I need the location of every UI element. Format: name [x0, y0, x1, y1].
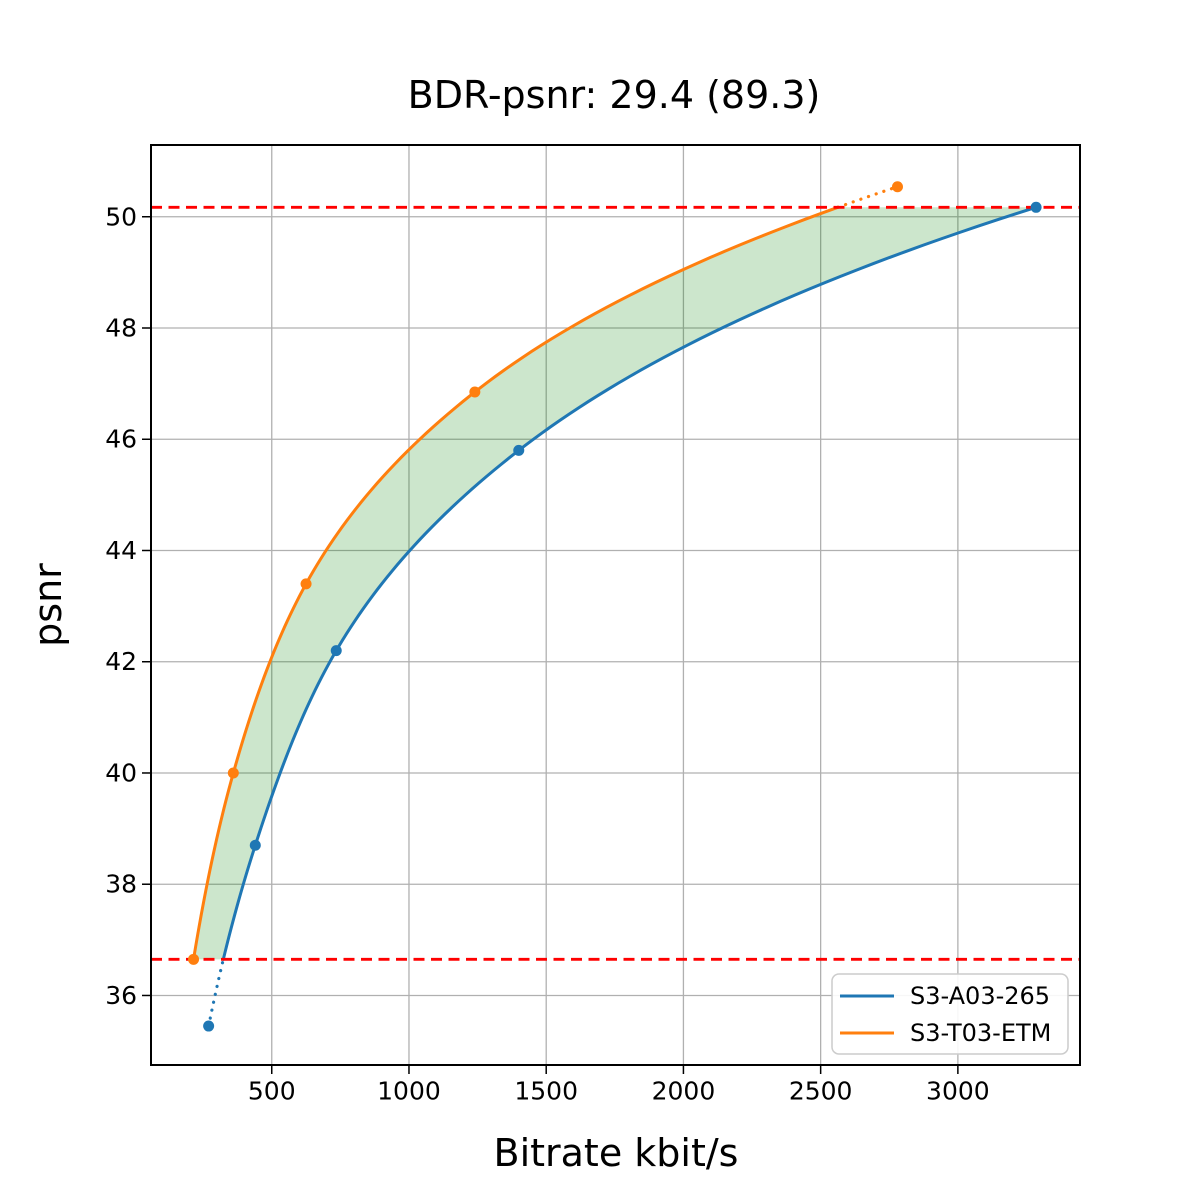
marker-s3-t03-etm-0 — [188, 953, 200, 965]
x-tick-label-3000: 3000 — [926, 1077, 990, 1106]
legend-label-s3-t03-etm: S3-T03-ETM — [910, 1019, 1051, 1047]
marker-layer — [188, 181, 1042, 1032]
bd-gap-fill — [193, 207, 1037, 960]
y-tick-label-44: 44 — [105, 536, 137, 565]
legend: S3-A03-265 S3-T03-ETM — [831, 973, 1069, 1055]
y-tick-label-50: 50 — [105, 202, 137, 231]
marker-s3-a03-265-3 — [513, 444, 525, 456]
tick-layer: 500 1000 1500 2000 2500 3000 36 38 40 42 44 46 48 50 — [105, 202, 989, 1105]
marker-s3-t03-etm-3 — [469, 386, 481, 398]
y-tick-label-36: 36 — [105, 981, 137, 1010]
bd-gap-fill-layer — [193, 207, 1037, 960]
marker-s3-a03-265-0 — [203, 1020, 215, 1032]
x-axis-label: Bitrate kbit/s — [494, 1131, 739, 1175]
x-tick-label-2500: 2500 — [789, 1077, 853, 1106]
marker-s3-a03-265-4 — [1030, 201, 1042, 213]
marker-s3-t03-etm-2 — [300, 578, 312, 590]
legend-label-s3-a03-265: S3-A03-265 — [910, 982, 1050, 1010]
marker-s3-a03-265-1 — [249, 839, 261, 851]
marker-s3-a03-265-2 — [330, 645, 342, 657]
curve-dotted-s3-a03-265 — [207, 957, 225, 1028]
chart-title: BDR-psnr: 29.4 (89.3) — [408, 73, 821, 117]
curve-solid-s3-a03-265 — [221, 205, 1038, 961]
y-tick-label-42: 42 — [105, 647, 137, 676]
y-tick-label-38: 38 — [105, 870, 137, 899]
y-tick-label-46: 46 — [105, 425, 137, 454]
y-tick-label-48: 48 — [105, 313, 137, 342]
marker-s3-t03-etm-4 — [891, 181, 903, 193]
y-tick-label-40: 40 — [105, 758, 137, 787]
y-axis-label: psnr — [26, 563, 70, 647]
x-tick-label-2000: 2000 — [652, 1077, 716, 1106]
x-tick-label-1500: 1500 — [514, 1077, 578, 1106]
x-tick-label-1000: 1000 — [377, 1077, 441, 1106]
overlap-reference-lines — [151, 205, 1080, 961]
grid-layer — [151, 145, 1080, 1065]
plot-border — [150, 144, 1081, 1066]
marker-s3-t03-etm-1 — [227, 767, 239, 779]
x-tick-label-500: 500 — [248, 1077, 296, 1106]
curve-dotted-s3-t03-etm — [836, 185, 900, 209]
